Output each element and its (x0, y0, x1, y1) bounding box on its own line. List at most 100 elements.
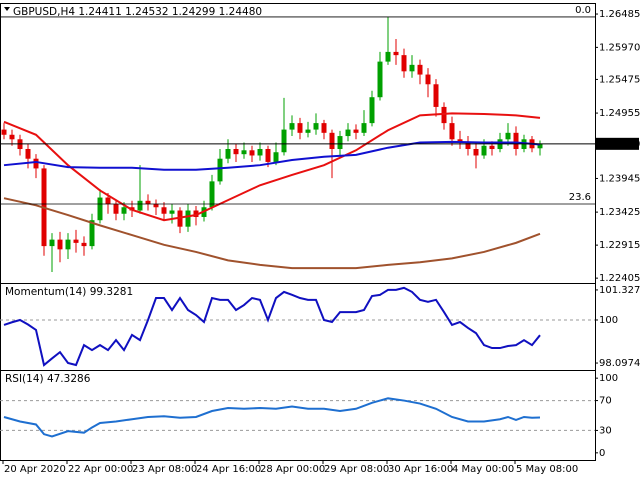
candle-body (97, 197, 103, 221)
y-tick-label: 0 (599, 448, 605, 459)
pane-title: GBPUSD,H4 1.24411 1.24532 1.24299 1.2448… (13, 6, 262, 18)
candle-body (489, 145, 495, 150)
x-tick-label: 29 Apr 08:00 (324, 464, 389, 475)
candle-body (337, 136, 343, 150)
fib-label: 23.6 (569, 192, 591, 203)
candle-body (145, 200, 151, 205)
y-tick-label: 98.0974 (599, 358, 640, 369)
y-tick-label: 1.25475 (599, 74, 640, 85)
candle-body (257, 149, 263, 156)
x-tick-label: 24 Apr 16:00 (196, 464, 261, 475)
y-tick-label: 1.22915 (599, 240, 640, 251)
candle-body (385, 51, 391, 62)
candle-body (353, 129, 359, 133)
candle-body (49, 239, 55, 247)
y-tick-label: 101.3277 (599, 285, 640, 296)
y-tick-label: 100 (599, 373, 618, 384)
candle-body (217, 158, 223, 182)
candle-body (457, 139, 463, 143)
candle-body (513, 132, 519, 150)
candle-body (1, 129, 7, 135)
candle-body (121, 207, 127, 214)
candle-body (361, 123, 367, 133)
candle-body (297, 123, 303, 133)
candle-body (249, 150, 255, 156)
candle-body (345, 129, 351, 137)
candle-body (25, 149, 31, 159)
y-tick-label: 1.22405 (599, 273, 640, 284)
candle-body (193, 210, 199, 217)
y-tick-label: 30 (599, 425, 612, 436)
frame (0, 3, 596, 461)
candle-body (225, 149, 231, 159)
candle-body (505, 132, 511, 140)
y-tick-label: 1.23425 (599, 207, 640, 218)
pane-title: Momentum(14) 99.3281 (5, 286, 133, 298)
candle-body (57, 239, 63, 250)
candle-body (153, 204, 159, 208)
fib-label: 0.0 (575, 5, 591, 16)
candle-body (321, 123, 327, 133)
candle-body (185, 210, 191, 227)
candle-body (105, 197, 111, 205)
candle-body (169, 210, 175, 214)
candle-body (377, 61, 383, 98)
plot-layer: 1.26485 1.25970 1.25475 1.24955 1.23945 1.234… (0, 5, 640, 475)
y-tick-label: 100 (599, 315, 618, 326)
pane-title: RSI(14) 47.3286 (5, 373, 91, 385)
y-tick-label: 70 (599, 396, 612, 407)
candle-body (273, 152, 279, 162)
y-tick-label: 1.24955 (599, 108, 640, 119)
candle-body (473, 149, 479, 156)
y-tick-label: 1.25970 (599, 42, 640, 53)
candle-body (113, 204, 119, 214)
candle-body (233, 149, 239, 155)
y-tick-label: 1.23945 (599, 173, 640, 184)
candle-body (393, 51, 399, 56)
candle-body (265, 149, 271, 162)
current-price-box (596, 137, 639, 150)
x-tick-label: 23 Apr 08:00 (132, 464, 197, 475)
candle-body (465, 142, 471, 150)
candle-body (313, 123, 319, 130)
candle-body (81, 242, 87, 247)
candle-body (9, 134, 15, 140)
x-tick-label: 4 May 00:00 (452, 464, 514, 475)
x-tick-label: 20 Apr 2020 (4, 464, 66, 475)
candle-body (425, 74, 431, 85)
indicator-line (3, 286, 541, 367)
candle-body (409, 64, 415, 72)
moving-average (3, 112, 541, 222)
candle-body (369, 97, 375, 124)
menu-arrow (4, 7, 10, 11)
candle-body (481, 145, 487, 156)
candle-body (33, 158, 39, 169)
candle-body (417, 64, 423, 75)
candle-body (449, 123, 455, 140)
candle-body (281, 129, 287, 153)
candle-body (89, 220, 95, 247)
candle-body (241, 150, 247, 155)
current-price-label: 1.24480 (599, 139, 640, 150)
y-tick-label: 1.26485 (599, 9, 640, 20)
candle-body (537, 143, 543, 149)
candle-body (137, 200, 143, 211)
candle-body (441, 106, 447, 124)
candle-body (401, 55, 407, 72)
x-tick-label: 30 Apr 16:00 (388, 464, 453, 475)
moving-average (3, 140, 541, 171)
candle-body (73, 239, 79, 243)
indicator-line (3, 397, 541, 438)
candle-body (329, 132, 335, 150)
candle-body (305, 129, 311, 133)
candle-body (433, 84, 439, 107)
x-tick-label: 5 May 08:00 (516, 464, 578, 475)
candle-body (161, 207, 167, 214)
candle-body (289, 123, 295, 130)
x-tick-label: 28 Apr 00:00 (260, 464, 325, 475)
moving-average (3, 197, 541, 270)
x-tick-label: 22 Apr 00:00 (68, 464, 133, 475)
candle-body (209, 181, 215, 208)
